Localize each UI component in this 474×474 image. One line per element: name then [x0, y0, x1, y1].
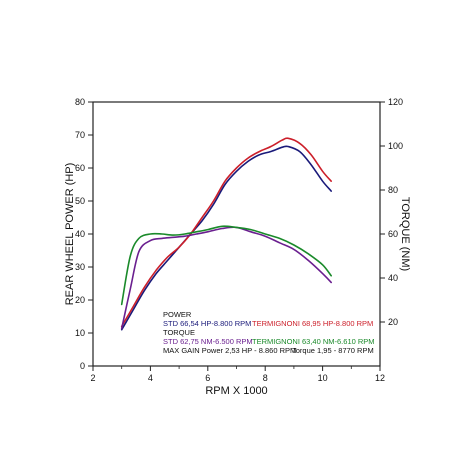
y-right-tick-label: 80 — [388, 185, 398, 195]
y-axis-right-label: TORQUE (NM) — [399, 197, 411, 271]
y-left-tick-label: 40 — [75, 229, 85, 239]
y-right-tick-label: 40 — [388, 273, 398, 283]
termignoni-power-line — [120, 137, 332, 328]
y-left-tick-label: 20 — [75, 295, 85, 305]
annotation-termignoni-torque: TERMIGNONI 63,40 NM-6.610 RPM — [252, 337, 375, 346]
y-left-tick-label: 70 — [75, 130, 85, 140]
std-torque-line — [120, 226, 332, 330]
y-left-tick-label: 50 — [75, 196, 85, 206]
annotation-torque-header: TORQUE — [163, 328, 195, 337]
annotation-termignoni-power: TERMIGNONI 68,95 HP-8.800 RPM — [252, 319, 373, 328]
y-right-tick-label: 120 — [388, 97, 403, 107]
y-axis-left-label: REAR WHEEL POWER (HP) — [64, 163, 76, 306]
x-tick-label: 12 — [375, 373, 385, 383]
x-tick-label: 8 — [263, 373, 268, 383]
y-right-tick-label: 60 — [388, 229, 398, 239]
y-left-tick-label: 30 — [75, 262, 85, 272]
y-left-tick-label: 10 — [75, 328, 85, 338]
x-tick-label: 6 — [205, 373, 210, 383]
termignoni-torque-line — [120, 225, 332, 306]
y-left-tick-label: 80 — [75, 97, 85, 107]
annotation-max-gain-power: MAX GAIN Power 2,53 HP - 8.860 RPM — [163, 346, 296, 355]
std-power-line — [120, 145, 332, 331]
x-tick-label: 2 — [90, 373, 95, 383]
x-axis-label: RPM X 1000 — [205, 385, 267, 397]
y-left-tick-label: 60 — [75, 163, 85, 173]
y-right-tick-label: 20 — [388, 317, 398, 327]
annotation-power-header: POWER — [163, 310, 192, 319]
annotation-std-power: STD 66,54 HP-8.800 RPM — [163, 319, 251, 328]
x-tick-label: 4 — [148, 373, 153, 383]
annotation-std-torque: STD 62,75 NM-6.500 RPM — [163, 337, 253, 346]
y-left-tick-label: 0 — [80, 361, 85, 371]
annotation-max-gain-torque: Torque 1,95 - 8770 RPM — [292, 346, 374, 355]
series-layer — [120, 137, 332, 331]
y-right-tick-label: 100 — [388, 141, 403, 151]
legend-annotations: POWER STD 66,54 HP-8.800 RPM TERMIGNONI … — [163, 310, 375, 355]
x-tick-label: 10 — [318, 373, 328, 383]
axes-frame: 2 4 6 8 10 120102030405060708020406080100120R… — [64, 97, 411, 397]
